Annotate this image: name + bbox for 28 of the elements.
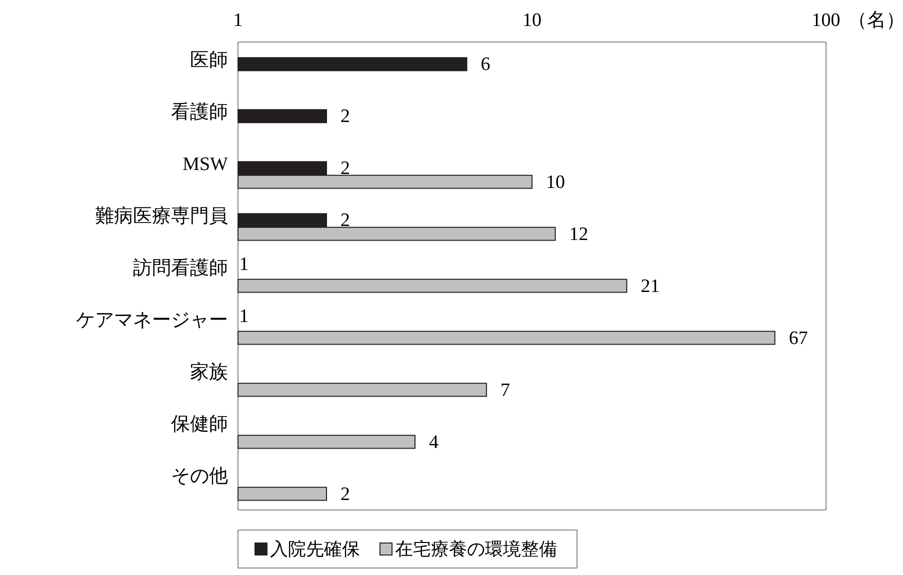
data-label: 12 — [569, 224, 588, 245]
data-label: 10 — [546, 172, 565, 193]
data-label: 6 — [480, 54, 490, 76]
y-tick-label: ケアマネージャー — [76, 310, 228, 331]
data-label: 1 — [239, 306, 249, 328]
y-tick-label: その他 — [171, 466, 228, 487]
legend-label: 入院先確保 — [270, 539, 360, 559]
y-tick-label: MSW — [182, 154, 228, 175]
y-tick-label: 医師 — [190, 50, 228, 71]
x-tick-label: 10 — [522, 10, 542, 31]
x-axis-title: （名） — [848, 10, 903, 31]
y-tick-label: 保健師 — [171, 414, 228, 435]
data-label: 2 — [340, 484, 350, 505]
x-tick-label: 100 — [812, 10, 840, 31]
data-label: 7 — [500, 380, 510, 401]
data-label: 67 — [788, 328, 808, 349]
legend-label: 在宅療養の環境整備 — [395, 539, 557, 559]
data-label: 2 — [340, 210, 350, 232]
data-label: 2 — [340, 158, 350, 180]
x-tick-label: 1 — [233, 10, 243, 31]
data-label: 1 — [239, 254, 249, 276]
data-label: 21 — [640, 276, 660, 297]
y-tick-label: 家族 — [190, 361, 228, 383]
y-tick-label: 看護師 — [171, 102, 228, 123]
y-tick-label: 訪問看護師 — [133, 257, 228, 279]
y-tick-label: 難病医療専門員 — [95, 205, 228, 227]
data-label: 2 — [340, 106, 350, 128]
data-label: 4 — [429, 432, 440, 453]
